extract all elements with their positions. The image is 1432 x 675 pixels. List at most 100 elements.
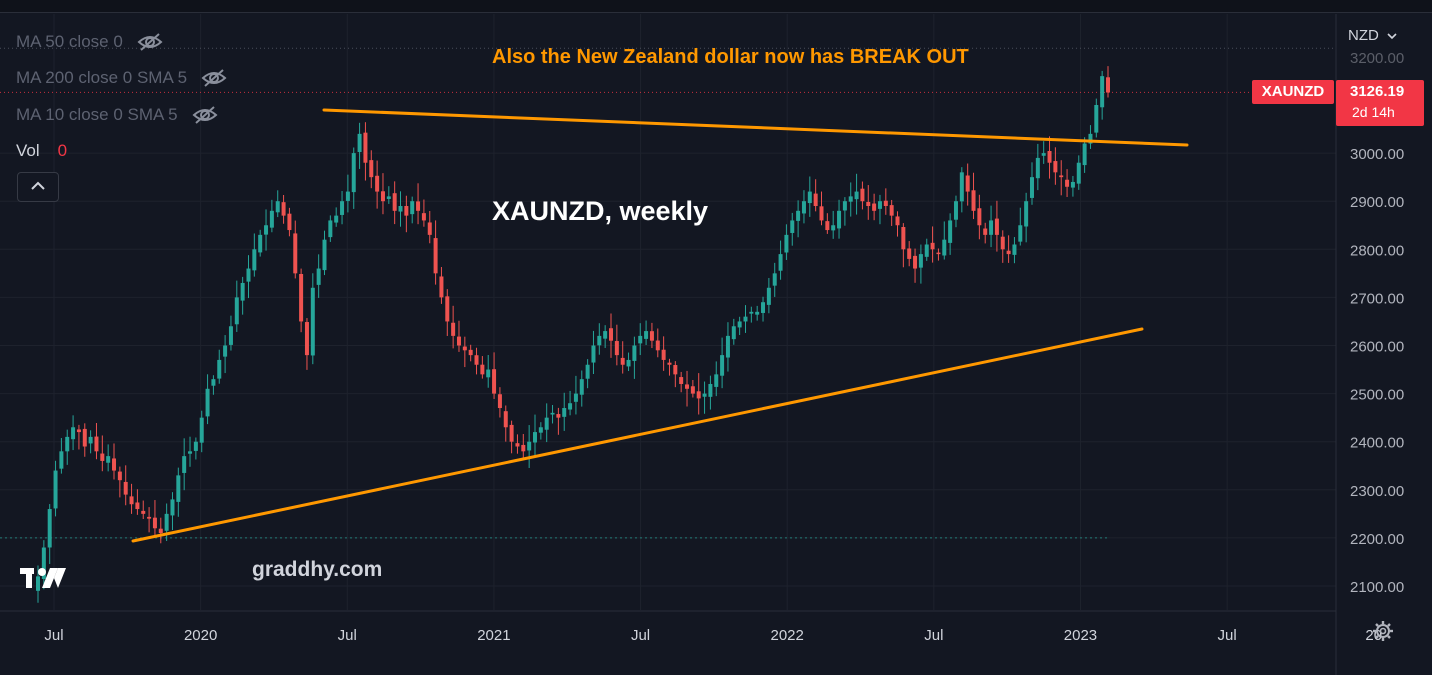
candle-body [1018, 225, 1023, 242]
legend-ma10[interactable]: MA 10 close 0 SMA 5 [16, 105, 218, 125]
candle-body [456, 336, 461, 346]
candle-body [334, 215, 339, 223]
candle-body [486, 369, 491, 378]
candle-body [936, 252, 941, 255]
candle-body [983, 228, 988, 235]
y-tick-label: 2100.00 [1350, 579, 1404, 596]
candle-body [1070, 181, 1075, 188]
candle-body [1024, 201, 1029, 227]
candle-body [918, 254, 923, 268]
legend-ma200[interactable]: MA 200 close 0 SMA 5 [16, 68, 227, 88]
x-tick-label: 2021 [477, 627, 510, 644]
candle-body [427, 222, 432, 235]
x-tick-label: Jul [338, 627, 357, 644]
price-tag: 3126.19 2d 14h [1336, 80, 1424, 126]
candle-body [421, 213, 426, 221]
candle-body [556, 414, 561, 418]
candle-body [1065, 179, 1070, 187]
candle-body [819, 206, 824, 221]
legend-ma50-label: MA 50 close 0 [16, 32, 123, 51]
legend-ma50[interactable]: MA 50 close 0 [16, 32, 163, 52]
candle-body [129, 496, 134, 505]
candle-body [164, 513, 169, 531]
collapse-legend-button[interactable] [17, 172, 59, 202]
candle-body [293, 233, 298, 274]
candle-body [796, 210, 801, 221]
candle-body [720, 355, 725, 376]
candle-body [1100, 76, 1105, 108]
eye-off-icon[interactable] [137, 33, 163, 51]
candle-body [649, 331, 654, 341]
x-tick-label: Jul [1218, 627, 1237, 644]
candle-body [614, 341, 619, 356]
candle-body [246, 268, 251, 282]
candle-body [357, 133, 362, 153]
candle-body [152, 517, 157, 529]
candle-body [1035, 157, 1040, 179]
trendlines [131, 108, 1189, 543]
candle-body [433, 238, 438, 274]
upper-trendline [322, 108, 1189, 147]
candle-body [492, 369, 497, 394]
candle-body [199, 417, 204, 443]
eye-off-icon[interactable] [192, 106, 218, 124]
candle-body [310, 287, 315, 356]
y-tick-label: 3000.00 [1350, 146, 1404, 163]
candle-body [883, 200, 888, 207]
eye-off-icon[interactable] [201, 69, 227, 87]
legend-volume[interactable]: Vol 0 [16, 141, 67, 161]
candle-body [188, 451, 193, 454]
candle-body [1094, 105, 1099, 133]
x-tick-label: 2022 [771, 627, 804, 644]
candle-body [94, 436, 99, 452]
candle-body [743, 316, 748, 322]
candle-body [410, 201, 415, 215]
candle-body [942, 239, 947, 256]
candle-body [106, 456, 111, 463]
candle-body [872, 203, 877, 211]
candle-body [123, 481, 128, 495]
candle-body [772, 273, 777, 286]
candle-body [451, 322, 456, 336]
candle-body [88, 436, 93, 444]
y-tick-label: 2800.00 [1350, 242, 1404, 259]
candle-body [41, 547, 46, 579]
candle-body [685, 384, 690, 389]
candle-body [842, 201, 847, 211]
candle-body [989, 220, 994, 235]
candle-body [644, 331, 649, 339]
candle-body [562, 408, 567, 417]
candle-body [626, 359, 631, 367]
candle-body [1059, 175, 1064, 178]
candle-body [474, 355, 479, 365]
candle-body [924, 244, 929, 257]
candle-body [252, 249, 257, 271]
candle-body [585, 364, 590, 379]
y-tick-label: 2300.00 [1350, 483, 1404, 500]
candle-body [907, 248, 912, 259]
candle-body [269, 210, 274, 228]
candle-body [404, 205, 409, 216]
gear-icon[interactable] [1372, 620, 1394, 642]
volume-label: Vol [16, 141, 40, 160]
candle-body [193, 441, 198, 451]
candle-body [135, 502, 140, 510]
candle-body [281, 202, 286, 216]
currency-selector[interactable]: NZD [1348, 27, 1397, 44]
candle-body [638, 335, 643, 344]
tradingview-logo[interactable] [20, 566, 68, 590]
candle-body [679, 377, 684, 384]
candle-body [211, 379, 216, 386]
y-tick-label: 2700.00 [1350, 290, 1404, 307]
candle-body [176, 475, 181, 502]
y-tick-label: 2900.00 [1350, 194, 1404, 211]
candle-body [854, 191, 859, 200]
candle-body [328, 220, 333, 238]
candle-body [755, 311, 760, 315]
currency-label: NZD [1348, 27, 1379, 44]
symbol-tag: XAUNZD [1252, 80, 1334, 104]
candle-body [1012, 244, 1017, 255]
candle-body [1029, 177, 1034, 198]
candle-body [416, 201, 421, 211]
